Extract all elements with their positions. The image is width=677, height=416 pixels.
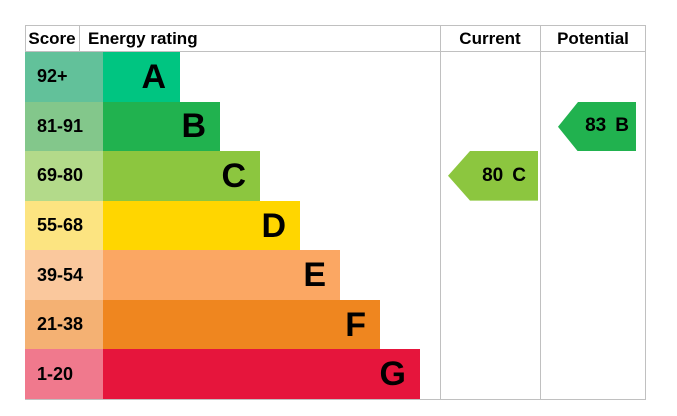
score-cell-b: 81-91 <box>25 101 103 152</box>
score-range-label: 81-91 <box>37 115 84 136</box>
band-bar-b: B <box>103 101 220 152</box>
potential-band-letter: B <box>615 115 629 137</box>
table-header: Score Energy rating Current Potential <box>25 26 646 51</box>
score-range-label: 1-20 <box>37 363 74 384</box>
score-cell-f: 21-38 <box>25 299 103 350</box>
score-range-label: 39-54 <box>37 264 84 285</box>
band-letter: E <box>303 256 326 295</box>
table-top-border <box>25 25 646 26</box>
band-row-a: 92+ A <box>25 52 646 102</box>
current-column-header: Current <box>459 28 521 48</box>
band-letter: G <box>379 355 406 394</box>
table-bottom-border <box>25 399 646 400</box>
current-column-divider <box>440 25 441 400</box>
band-letter: F <box>345 305 366 344</box>
score-column-header: Score <box>28 28 76 48</box>
potential-column-divider <box>540 25 541 400</box>
score-range-label: 55-68 <box>37 215 84 236</box>
score-cell-e: 39-54 <box>25 250 103 300</box>
band-bar-f: F <box>103 299 380 350</box>
band-row-d: 55-68 D <box>25 200 646 251</box>
potential-score-value: 83 <box>585 115 607 137</box>
band-bar-g: G <box>103 349 420 400</box>
score-cell-c: 69-80 <box>25 151 103 201</box>
current-rating-label: 80 C <box>470 151 538 201</box>
left-arrow-tag-icon <box>558 101 636 152</box>
band-bar-a: A <box>103 52 180 102</box>
epc-table: Score Energy rating Current Potential 92… <box>25 25 646 400</box>
band-row-e: 39-54 E <box>25 250 646 300</box>
energy-rating-column-header: Energy rating <box>88 28 198 48</box>
score-column-divider <box>79 25 80 51</box>
band-rows: 92+ A 81-91 B 83 <box>25 52 646 400</box>
score-range-label: 21-38 <box>37 314 84 335</box>
score-range-label: 92+ <box>37 66 68 87</box>
current-score-value: 80 <box>482 164 504 186</box>
potential-rating-arrow: 83 B <box>558 101 636 152</box>
score-cell-g: 1-20 <box>25 349 103 400</box>
score-cell-a: 92+ <box>25 52 103 102</box>
band-bar-c: C <box>103 151 260 201</box>
score-cell-d: 55-68 <box>25 200 103 251</box>
potential-rating-label: 83 B <box>578 102 636 152</box>
header-left-border <box>25 25 26 51</box>
band-row-c: 69-80 C 80 C <box>25 151 646 201</box>
band-row-f: 21-38 F <box>25 299 646 350</box>
band-letter: C <box>221 156 246 195</box>
band-row-g: 1-20 G <box>25 349 646 400</box>
band-letter: D <box>261 206 286 245</box>
score-range-label: 69-80 <box>37 165 84 186</box>
band-bar-d: D <box>103 200 300 251</box>
band-bar-e: E <box>103 250 340 300</box>
band-row-b: 81-91 B 83 B <box>25 101 646 152</box>
header-bottom-border <box>25 51 646 52</box>
left-arrow-tag-icon <box>448 151 538 201</box>
band-letter: A <box>141 57 166 96</box>
current-band-letter: C <box>512 164 526 186</box>
table-right-border <box>645 25 646 400</box>
current-rating-arrow: 80 C <box>448 151 538 201</box>
band-letter: B <box>181 107 206 146</box>
potential-column-header: Potential <box>557 28 629 48</box>
